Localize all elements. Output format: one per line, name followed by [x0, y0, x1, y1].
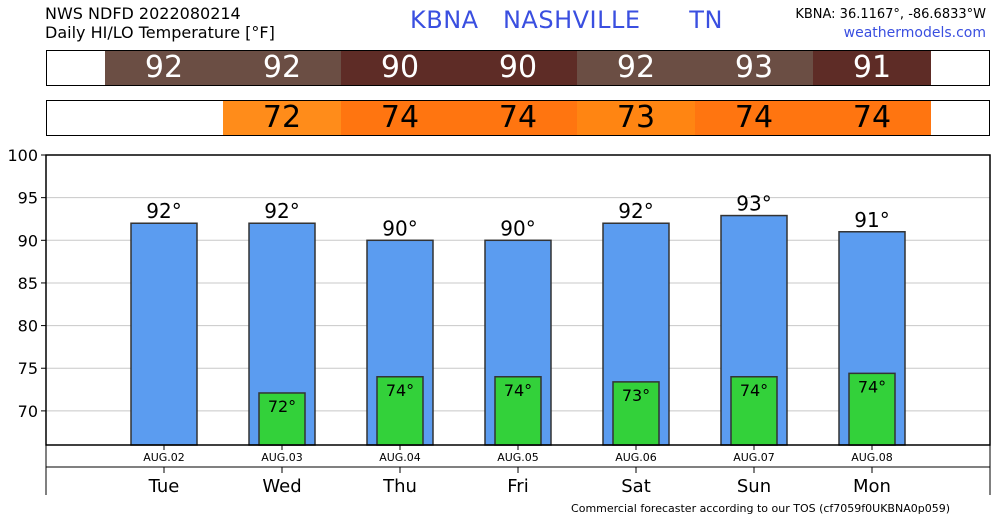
y-tick-label: 95	[18, 189, 38, 208]
lo-temp-strip: 72 74 74 73 74 74	[46, 100, 990, 136]
lo-temp-cell: 74	[459, 101, 577, 135]
lo-bar-label: 74°	[386, 381, 414, 400]
lo-bar-label: 74°	[858, 377, 886, 396]
hi-temp-strip: 92 92 90 90 92 93 91	[46, 50, 990, 86]
hi-temp-cell: 92	[577, 51, 695, 85]
lo-bar-label: 74°	[504, 381, 532, 400]
hi-bar-label: 92°	[146, 199, 181, 223]
hi-bar-label: 90°	[382, 216, 417, 240]
lo-bar-label: 73°	[622, 386, 650, 405]
day-label: Wed	[262, 476, 301, 497]
date-label: AUG.04	[379, 451, 421, 464]
day-label: Fri	[507, 476, 528, 497]
hi-temp-cell: 91	[813, 51, 931, 85]
lo-bar	[376, 376, 424, 446]
y-tick-label: 90	[18, 231, 38, 250]
date-label: AUG.08	[851, 451, 893, 464]
day-label: Sun	[737, 476, 771, 497]
y-tick-label: 100	[7, 146, 38, 165]
lo-temp-cell: 74	[341, 101, 459, 135]
lo-bar-label: 72°	[268, 397, 296, 416]
lo-temp-cell: 73	[577, 101, 695, 135]
date-label: AUG.05	[497, 451, 539, 464]
model-run-label: NWS NDFD 2022080214	[45, 4, 241, 23]
y-tick-label: 75	[18, 359, 38, 378]
header-info: NWS NDFD 2022080214 Daily HI/LO Temperat…	[45, 4, 275, 42]
date-label: AUG.06	[615, 451, 657, 464]
y-tick-label: 80	[18, 317, 38, 336]
lo-temp-cell: 72	[223, 101, 341, 135]
station-title: KBNA NASHVILLE TN	[410, 6, 723, 34]
hi-bar-label: 93°	[736, 192, 771, 216]
lo-temp-cell: 74	[695, 101, 813, 135]
hi-temp-cell: 92	[223, 51, 341, 85]
header-right: KBNA: 36.1167°, -86.6833°W weathermodels…	[795, 5, 986, 43]
date-label: AUG.02	[143, 451, 185, 464]
lo-temp-cell: 74	[813, 101, 931, 135]
hi-bar-label: 91°	[854, 208, 889, 232]
y-tick-label: 70	[18, 402, 38, 421]
hi-temp-cell: 90	[341, 51, 459, 85]
plot-frame	[45, 154, 991, 446]
lo-bar	[494, 376, 542, 446]
day-label: Mon	[853, 476, 891, 497]
date-label: AUG.03	[261, 451, 303, 464]
lo-bar	[258, 392, 306, 446]
station-coords: KBNA: 36.1167°, -86.6833°W	[795, 7, 986, 22]
day-label: Thu	[382, 476, 417, 497]
footer-note: Commercial forecaster according to our T…	[571, 502, 950, 515]
lo-bar	[848, 372, 896, 446]
temperature-chart: 70 75 80 85 90 95 100 92° AUG.02 Tue 92° 72° AUG.03 W…	[7, 146, 991, 497]
day-label: Tue	[148, 476, 180, 497]
hi-temp-cell: 90	[459, 51, 577, 85]
day-label: Sat	[621, 476, 651, 497]
hi-bar-label: 92°	[618, 199, 653, 223]
product-label: Daily HI/LO Temperature [°F]	[45, 23, 275, 42]
hi-bar-label: 92°	[264, 199, 299, 223]
hi-temp-cell: 93	[695, 51, 813, 85]
y-tick-label: 85	[18, 274, 38, 293]
hi-bar	[130, 222, 198, 446]
lo-bar-label: 74°	[740, 381, 768, 400]
hi-bar-label: 90°	[500, 216, 535, 240]
hi-temp-cell: 92	[105, 51, 223, 85]
site-link[interactable]: weathermodels.com	[843, 25, 986, 41]
date-label: AUG.07	[733, 451, 775, 464]
